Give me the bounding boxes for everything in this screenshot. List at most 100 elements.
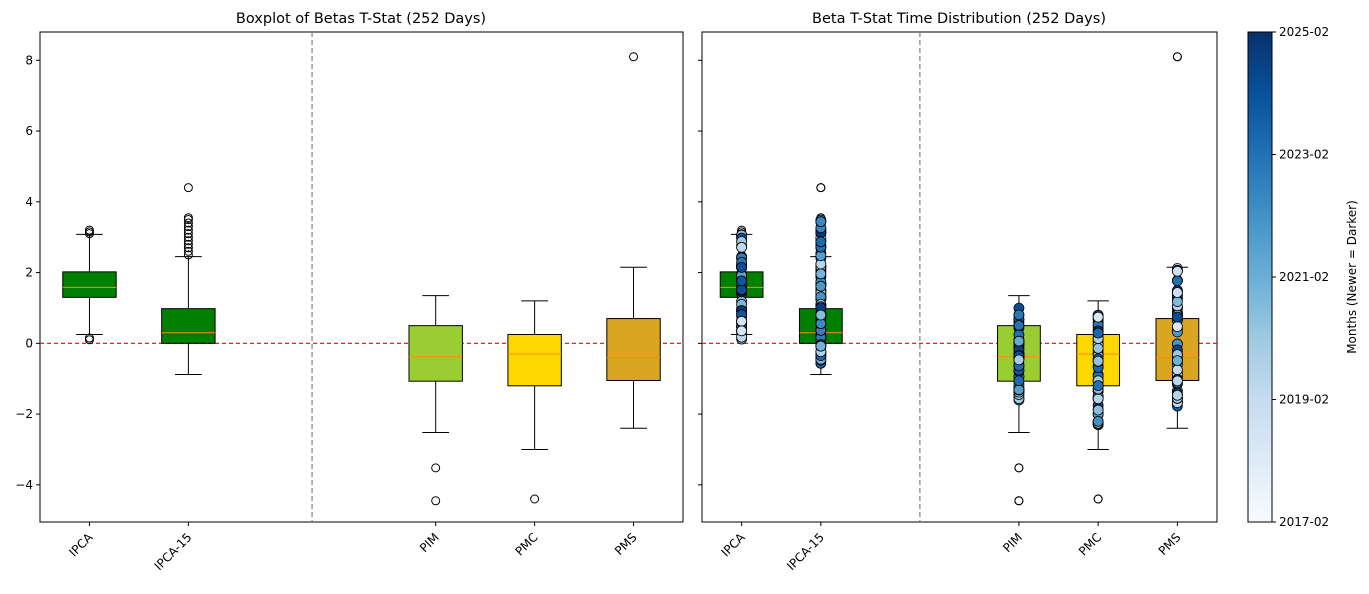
time-distribution-title: Beta T-Stat Time Distribution (252 Days): [812, 11, 1106, 27]
outlier-ipca: [84, 335, 94, 345]
time-point-pmc: [1092, 393, 1104, 405]
time-point-pms: [1171, 296, 1183, 307]
y-tick-label: 8: [25, 53, 33, 67]
time-point-pms: [1171, 375, 1183, 387]
x-tick-label: PMS: [612, 530, 640, 558]
outlier-pms: [1172, 52, 1182, 62]
time-point-ipca-15: [815, 268, 827, 280]
time-point-ipca-15: [815, 309, 827, 321]
time-point-ipca-15: [815, 236, 827, 248]
x-tick-label: PMC: [512, 530, 540, 558]
time-point-pim: [1013, 354, 1025, 366]
time-point-pms: [1171, 364, 1183, 376]
x-tick-label: PIM: [417, 530, 442, 555]
box-pms: [606, 318, 661, 381]
outlier-ipca-15: [183, 243, 193, 253]
time-point-pim: [1013, 335, 1025, 347]
outlier-ipca-15: [183, 232, 193, 242]
box-pim: [408, 325, 463, 382]
time-point-pms: [1171, 311, 1183, 323]
boxplot-marks: [40, 32, 683, 522]
time-point-pms: [1171, 355, 1183, 367]
y-tick-label: 6: [25, 124, 33, 138]
time-distribution-marks: [702, 32, 1217, 522]
x-tick-label: PMC: [1076, 530, 1104, 558]
outlier-pim: [431, 463, 441, 473]
boxplot-panel: Boxplot of Betas T-Stat (252 Days) −4 −2 0…: [15, 11, 684, 573]
time-point-pim: [1013, 375, 1025, 387]
time-point-ipca: [736, 261, 748, 273]
colorbar-tick-label: 2021-02: [1279, 270, 1329, 284]
colorbar-ticks: 2017-02 2019-02 2021-02 2023-02 2025-02: [1272, 25, 1329, 529]
boxplot-title: Boxplot of Betas T-Stat (252 Days): [236, 11, 486, 27]
time-point-pmc: [1092, 415, 1104, 427]
outlier-ipca-15: [183, 222, 193, 232]
plot-area-frame: [39, 31, 684, 523]
x-axis: IPCA IPCA-15 PIM PMC PMS: [66, 522, 640, 573]
colorbar-tick-label: 2019-02: [1279, 393, 1329, 407]
outlier-ipca-15: [183, 236, 193, 246]
outlier-ipca: [84, 225, 94, 235]
colorbar-gradient: [1247, 31, 1273, 523]
colorbar-tick-label: 2023-02: [1279, 148, 1329, 162]
y-tick-label: 0: [25, 336, 33, 350]
time-point-pms: [1171, 275, 1183, 287]
time-point-pmc: [1092, 355, 1104, 367]
colorbar-tick-label: 2017-02: [1279, 515, 1329, 529]
y-tick-label: −2: [15, 407, 33, 421]
time-point-pms: [1171, 287, 1183, 298]
outlier-ipca-15: [183, 250, 193, 260]
time-point-pim: [1013, 384, 1025, 396]
box-ipca: [62, 271, 117, 298]
time-point-ipca-15: [815, 280, 827, 292]
y-tick-label: 4: [25, 195, 33, 209]
outlier-ipca-15: [183, 239, 193, 249]
time-point-pms: [1171, 265, 1183, 277]
outlier-pmc: [1093, 494, 1103, 504]
x-tick-label: PMS: [1156, 530, 1184, 558]
time-point-ipca-15: [815, 216, 827, 228]
x-tick-label: IPCA: [66, 530, 96, 560]
time-point-pmc: [1092, 311, 1104, 323]
time-point-pim: [1013, 320, 1025, 331]
y-tick-label: −4: [15, 478, 33, 492]
outlier-pim: [1014, 463, 1024, 473]
time-distribution-panel: Beta T-Stat Time Distribution (252 Days)…: [698, 11, 1218, 573]
box-pmc: [507, 333, 562, 387]
x-tick-label: IPCA: [718, 530, 748, 560]
outlier-ipca-15: [183, 218, 193, 228]
time-point-pmc: [1092, 342, 1104, 354]
box-ipca-15: [161, 308, 216, 344]
outlier-ipca-15: [183, 246, 193, 256]
time-point-pim: [1013, 309, 1025, 321]
outlier-ipca-15: [183, 183, 193, 193]
outlier-ipca-15: [816, 183, 826, 193]
x-tick-label: IPCA-15: [152, 530, 195, 573]
time-point-pms: [1171, 321, 1183, 332]
colorbar-tick-label: 2025-02: [1279, 25, 1329, 39]
outlier-pmc: [530, 494, 540, 504]
time-point-pmc: [1092, 327, 1104, 339]
y-axis-2: [698, 59, 702, 486]
colorbar: 2017-02 2019-02 2021-02 2023-02 2025-02 Mont…: [1247, 25, 1359, 529]
time-point-pmc: [1092, 380, 1104, 392]
outlier-ipca-15: [183, 213, 193, 223]
time-point-ipca: [736, 241, 748, 253]
y-axis: −4 −2 0 2 4 6 8: [15, 53, 40, 492]
colorbar-label: Months (Newer = Darker): [1345, 200, 1359, 354]
outlier-pim: [431, 496, 441, 506]
time-point-pmc: [1092, 404, 1104, 416]
time-point-ipca-15: [815, 340, 827, 352]
time-point-pms: [1171, 389, 1183, 401]
time-point-ipca: [736, 325, 748, 337]
time-point-ipca: [736, 315, 748, 327]
x-axis-2: IPCA IPCA-15 PIM PMC PMS: [718, 522, 1184, 573]
outlier-ipca-15: [183, 229, 193, 239]
time-point-ipca: [736, 275, 748, 287]
outlier-ipca: [84, 333, 94, 343]
plot-area-frame-2: [701, 31, 1218, 523]
x-tick-label: IPCA-15: [784, 530, 827, 573]
outlier-ipca-15: [183, 225, 193, 235]
x-tick-label: PIM: [1000, 530, 1025, 555]
